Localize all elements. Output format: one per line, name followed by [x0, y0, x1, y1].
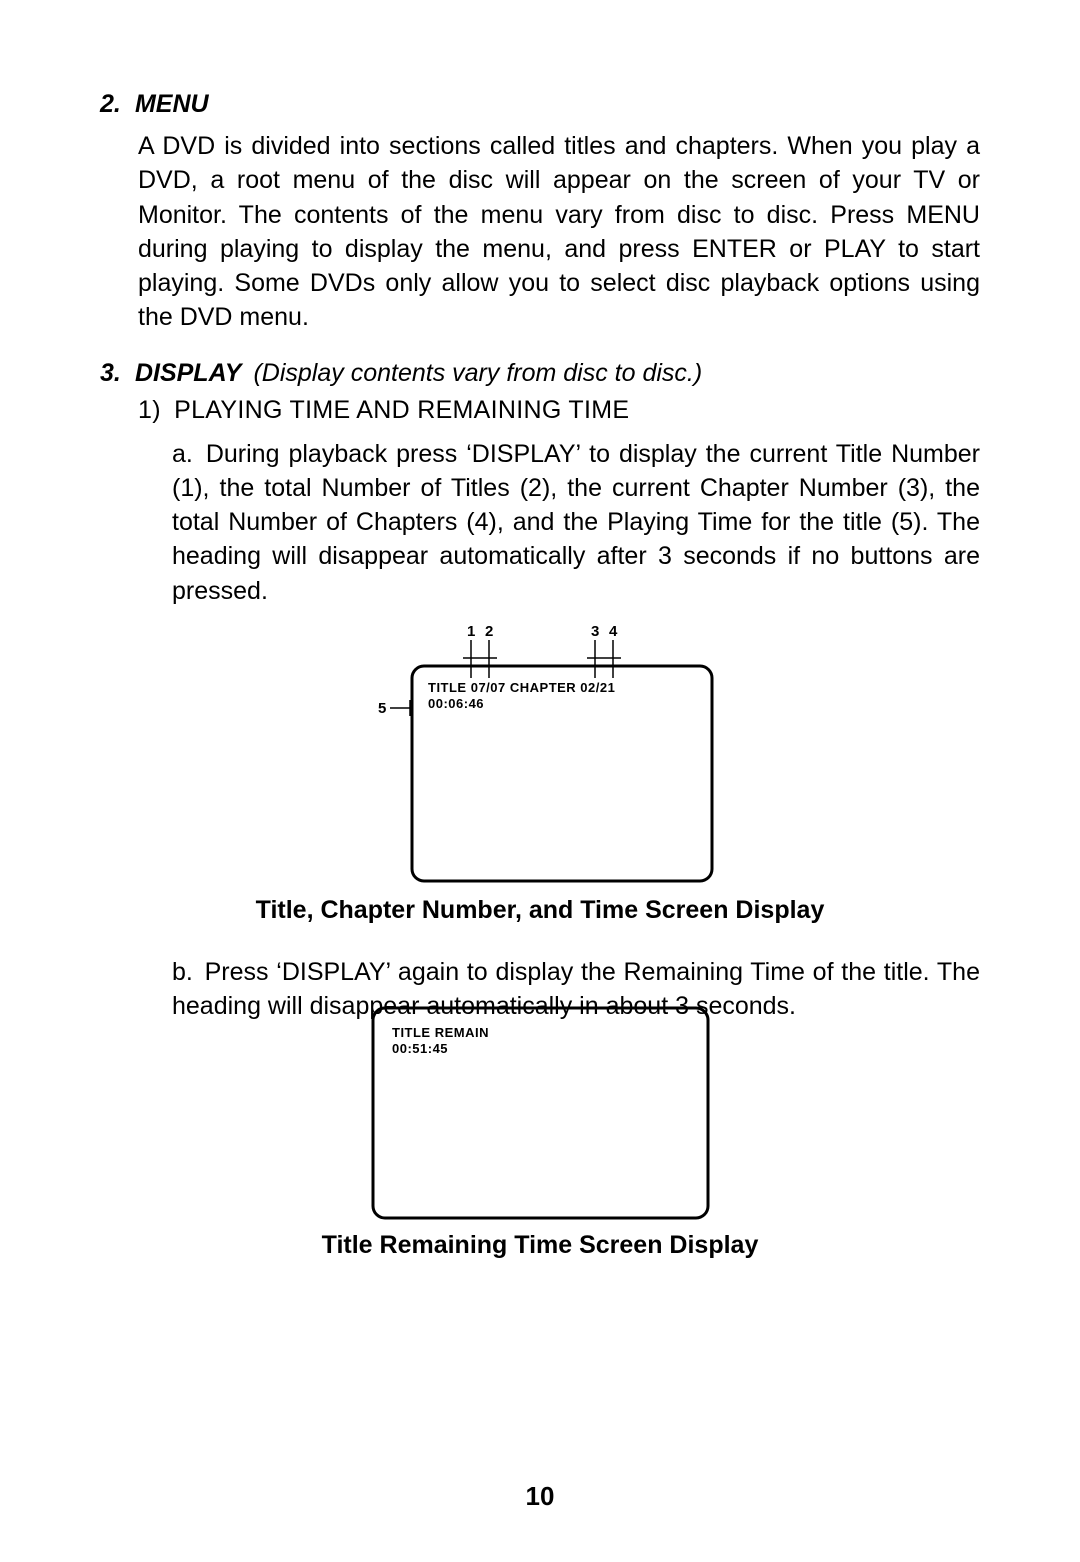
diagram1-caption: Title, Chapter Number, and Time Screen D… — [100, 896, 980, 925]
callout-1: 1 — [467, 623, 475, 640]
diagram1-svg: 1 2 3 4 5 TITLE 07/07 CHAPTER — [350, 618, 730, 888]
item-a-letter: a. — [172, 440, 193, 468]
callout-5: 5 — [378, 700, 386, 717]
section-menu-title: MENU — [135, 90, 209, 118]
section-menu-number: 2. — [100, 90, 128, 119]
sub1-heading: 1) PLAYING TIME AND REMAINING TIME — [138, 396, 980, 425]
item-b-letter: b. — [172, 958, 193, 986]
item-a: a. During playback press ‘DISPLAY’ to di… — [172, 437, 980, 608]
section-display-heading-row: 3. DISPLAY (Display contents vary from d… — [100, 359, 980, 388]
osd2-line2: 00:51:45 — [392, 1041, 448, 1056]
diagram2-area: TITLE REMAIN 00:51:45 — [100, 1003, 980, 1223]
diagram2-caption: Title Remaining Time Screen Display — [100, 1231, 980, 1260]
section-display-note: (Display contents vary from disc to disc… — [253, 359, 702, 388]
osd1-line2: 00:06:46 — [428, 696, 484, 711]
section-display-title: DISPLAY — [135, 359, 242, 387]
callout-4: 4 — [609, 623, 618, 640]
osd2-line1: TITLE REMAIN — [392, 1025, 489, 1040]
section-display-heading: 3. DISPLAY — [100, 359, 241, 388]
diagram1-area: 1 2 3 4 5 TITLE 07/07 CHAPTER — [100, 618, 980, 888]
diagram2-svg: TITLE REMAIN 00:51:45 — [368, 1003, 713, 1223]
section-display-number: 3. — [100, 359, 128, 388]
sub1-number: 1) — [138, 396, 161, 424]
section-menu-body: A DVD is divided into sections called ti… — [138, 129, 980, 335]
manual-page: 2. MENU A DVD is divided into sections c… — [0, 0, 1080, 1562]
callout-3: 3 — [591, 623, 599, 640]
sub1-title: PLAYING TIME AND REMAINING TIME — [174, 396, 629, 424]
osd1-line1: TITLE 07/07 CHAPTER 02/21 — [428, 680, 615, 695]
page-number: 10 — [0, 1481, 1080, 1512]
item-a-text: During playback press ‘DISPLAY’ to displ… — [172, 440, 980, 605]
callout-2: 2 — [485, 623, 493, 640]
section-menu-heading: 2. MENU — [100, 90, 980, 119]
